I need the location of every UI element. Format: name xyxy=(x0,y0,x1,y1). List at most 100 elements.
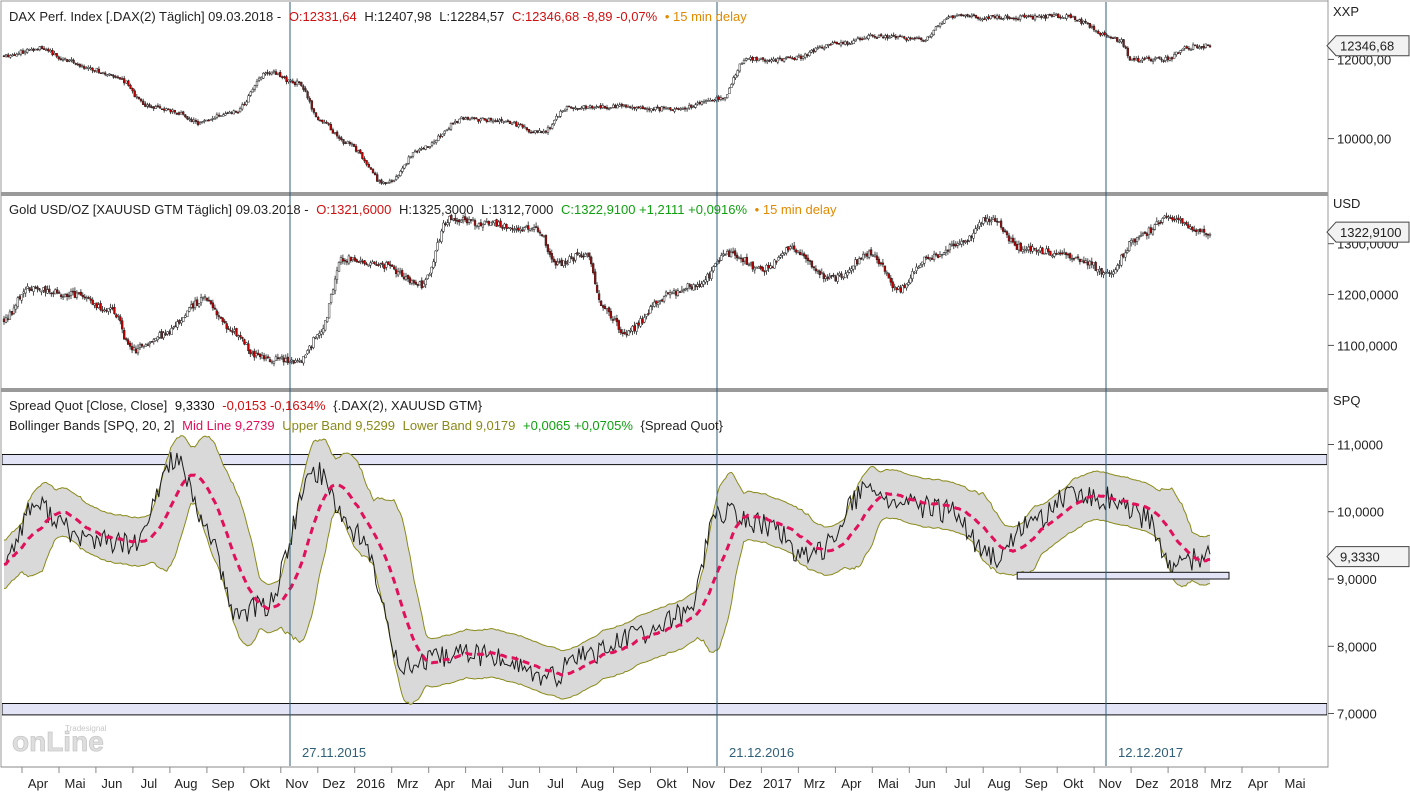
candle-body xyxy=(1039,247,1042,252)
candle-body xyxy=(451,122,455,125)
candle-body xyxy=(772,58,775,61)
candle-body xyxy=(211,302,215,309)
gold-axis-unit: USD xyxy=(1333,196,1360,211)
candle-body xyxy=(1040,16,1043,18)
candle-body xyxy=(588,252,591,258)
candle-body xyxy=(1147,227,1151,236)
candle-body xyxy=(1198,228,1202,233)
event-markers: 27.11.2015 21.12.2016 12.12.2017 xyxy=(289,2,1183,766)
candle-body xyxy=(481,224,485,228)
candle-body xyxy=(335,270,339,280)
candle-body xyxy=(340,137,343,140)
candle-body xyxy=(1124,46,1127,49)
candle-body xyxy=(91,67,94,71)
candle-body xyxy=(416,284,419,286)
candle-body xyxy=(361,152,364,159)
candle-body xyxy=(802,253,806,257)
candle-body xyxy=(773,259,776,269)
candle-body xyxy=(563,110,566,112)
candle-body xyxy=(923,256,926,264)
candle-body xyxy=(112,75,115,78)
candle-body xyxy=(1200,46,1203,48)
candle-body xyxy=(816,47,819,49)
candle-body xyxy=(400,270,404,277)
candle-body xyxy=(787,56,790,58)
candle-body xyxy=(1170,57,1174,60)
candle-body xyxy=(924,40,927,42)
candle-body xyxy=(449,122,453,130)
candle-body xyxy=(688,284,691,287)
candle-body xyxy=(49,49,52,52)
candle-body xyxy=(446,222,449,226)
candle-body xyxy=(63,294,67,298)
candle-body xyxy=(342,139,345,144)
candle-body xyxy=(763,59,767,62)
candle-body xyxy=(452,218,455,221)
candle-body xyxy=(1135,58,1138,61)
candle-body xyxy=(991,14,994,17)
candle-body xyxy=(47,48,50,52)
candle-body xyxy=(582,105,585,109)
candle-body xyxy=(1151,59,1155,62)
candle-body xyxy=(72,59,75,63)
candle-body xyxy=(1094,262,1097,271)
candle-body xyxy=(152,106,155,109)
candle-body xyxy=(664,291,668,296)
candle-body xyxy=(1064,252,1068,256)
candle-body xyxy=(1128,241,1131,251)
candle-body xyxy=(1101,32,1104,36)
candle-body xyxy=(1016,18,1020,21)
marker-label: 12.12.2017 xyxy=(1118,745,1183,760)
candle-body xyxy=(351,257,354,260)
candle-body xyxy=(1185,222,1188,225)
candle-body xyxy=(489,221,492,226)
candle-body xyxy=(722,253,725,256)
candle-body xyxy=(633,106,636,109)
candle-body xyxy=(921,261,924,265)
candle-body xyxy=(343,259,347,262)
marker-label: 27.11.2015 xyxy=(302,745,366,760)
candle-body xyxy=(224,113,227,116)
candle-body xyxy=(365,160,368,165)
candle-body xyxy=(576,108,579,110)
candle-body xyxy=(1204,43,1207,48)
candle-body xyxy=(875,255,879,261)
candle-body xyxy=(499,220,502,228)
candle-body xyxy=(505,224,508,229)
candle-body xyxy=(430,142,434,146)
candle-body xyxy=(1090,26,1094,28)
candle-body xyxy=(1183,46,1186,49)
candle-body xyxy=(304,354,307,358)
candle-body xyxy=(61,58,65,61)
candle-body xyxy=(341,258,345,262)
candle-body xyxy=(156,105,160,107)
candle-body xyxy=(42,287,45,291)
candle-body xyxy=(749,57,752,60)
candle-body xyxy=(810,260,814,268)
candle-body xyxy=(841,41,845,45)
candle-body xyxy=(162,332,165,339)
candle-body xyxy=(285,76,288,83)
candle-body xyxy=(639,106,642,109)
candle-body xyxy=(594,271,597,285)
candle-body xyxy=(814,268,818,272)
candle-body xyxy=(761,267,764,272)
x-tick-label: Jun xyxy=(508,776,529,791)
candle-body xyxy=(538,130,541,134)
candle-body xyxy=(609,310,613,319)
candle-body xyxy=(726,251,729,255)
candle-body xyxy=(783,252,786,255)
candle-body xyxy=(95,302,98,309)
candle-body xyxy=(850,268,853,271)
candle-body xyxy=(217,315,220,317)
candle-body xyxy=(205,119,208,122)
candle-body xyxy=(996,220,999,223)
candle-body xyxy=(4,317,8,323)
spread-axis-unit: SPQ xyxy=(1333,393,1360,408)
candle-body xyxy=(972,232,975,239)
candle-body xyxy=(1070,258,1074,260)
candle-body xyxy=(1100,268,1103,275)
candle-body xyxy=(645,108,649,110)
candle-body xyxy=(694,285,697,288)
candle-body xyxy=(557,116,560,118)
